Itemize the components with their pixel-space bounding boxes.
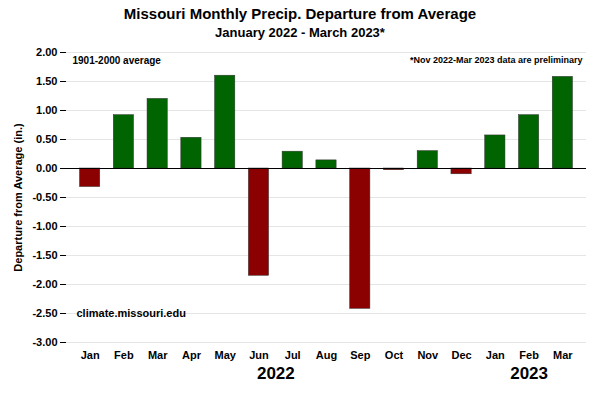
svg-text:Mar: Mar <box>148 349 168 361</box>
svg-text:Sep: Sep <box>350 349 370 361</box>
svg-text:-1.00: -1.00 <box>32 220 57 232</box>
svg-text:climate.missouri.edu: climate.missouri.edu <box>77 307 186 319</box>
svg-text:Nov: Nov <box>417 349 439 361</box>
svg-text:-2.50: -2.50 <box>32 307 57 319</box>
html-text:January 2022 - March 2023*: January 2022 - March 2023* <box>215 25 385 40</box>
svg-text:Aug: Aug <box>316 349 337 361</box>
svg-text:May: May <box>214 349 236 361</box>
svg-text:0.50: 0.50 <box>36 133 57 145</box>
svg-text:Jan: Jan <box>81 349 100 361</box>
svg-text:Jun: Jun <box>249 349 269 361</box>
svg-text:Departure from Average (in.): Departure from Average (in.) <box>12 123 24 272</box>
svg-text:2023: 2023 <box>510 364 548 383</box>
svg-text:Jul: Jul <box>285 349 301 361</box>
svg-text:1901-2000 average: 1901-2000 average <box>73 55 162 66</box>
svg-text:Feb: Feb <box>114 349 134 361</box>
svg-text:0.00: 0.00 <box>36 162 57 174</box>
svg-text:Dec: Dec <box>451 349 471 361</box>
svg-text:2022: 2022 <box>257 364 295 383</box>
svg-text:-3.00: -3.00 <box>32 336 57 348</box>
svg-text:Feb: Feb <box>519 349 539 361</box>
svg-text:2.00: 2.00 <box>36 46 57 58</box>
svg-text:-0.50: -0.50 <box>32 191 57 203</box>
svg-text:Oct: Oct <box>385 349 404 361</box>
html-text:Missouri Monthly Precip. Depar: Missouri Monthly Precip. Departure from … <box>123 5 477 22</box>
svg-text:1.00: 1.00 <box>36 104 57 116</box>
svg-text:Mar: Mar <box>553 349 573 361</box>
svg-text:*Nov 2022-Mar 2023 data are pr: *Nov 2022-Mar 2023 data are preliminary <box>410 55 583 65</box>
svg-text:Apr: Apr <box>182 349 202 361</box>
svg-text:Jan: Jan <box>486 349 505 361</box>
svg-text:-1.50: -1.50 <box>32 249 57 261</box>
svg-text:1.50: 1.50 <box>36 75 57 87</box>
svg-text:-2.00: -2.00 <box>32 278 57 290</box>
